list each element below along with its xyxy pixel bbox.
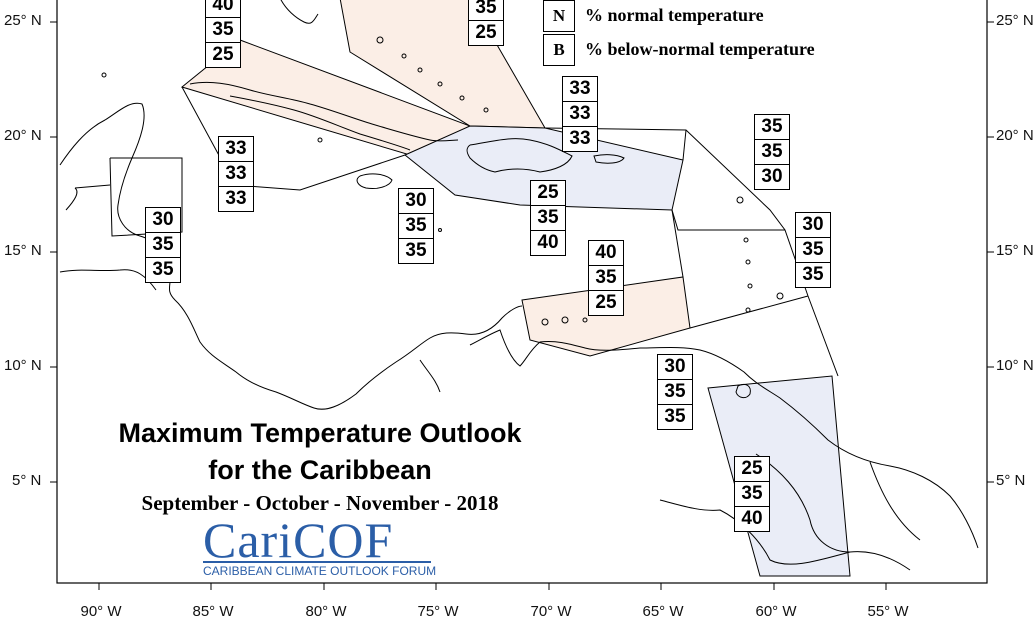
lon-label-65: 65° W (642, 603, 684, 620)
lat-label-20: 20° N (4, 127, 42, 144)
prob-box-windward-islands: 30 35 35 (795, 212, 831, 288)
prob-box-trinidad: 30 35 35 (657, 354, 693, 430)
prob-value: 33 (219, 161, 253, 186)
prob-value: 35 (658, 379, 692, 404)
map-subtitle: September - October - November - 2018 (141, 491, 499, 515)
prob-value: 25 (589, 290, 623, 315)
prob-value: 30 (405, 190, 427, 211)
lat-label-25: 25° N (4, 12, 42, 29)
prob-value: 33 (569, 78, 591, 99)
prob-box-abc-islands: 40 35 25 (588, 240, 624, 316)
prob-value: 25 (206, 42, 240, 67)
prob-value: 25 (469, 20, 503, 45)
prob-box-bahamas: 35 25 (468, 0, 504, 46)
prob-value: 35 (761, 116, 783, 137)
lat-label-10: 10° N (4, 357, 42, 374)
prob-box-leeward-islands: 35 35 30 (754, 114, 790, 190)
prob-value: 35 (399, 238, 433, 263)
prob-value: 33 (563, 126, 597, 151)
prob-value: 40 (531, 230, 565, 255)
legend-key-normal: N (543, 0, 575, 32)
lon-label-80: 80° W (305, 603, 347, 620)
caricof-logo: CariCOF (203, 512, 394, 568)
prob-value: 30 (755, 164, 789, 189)
lon-label-75: 75° W (417, 603, 459, 620)
prob-value: 40 (212, 0, 234, 15)
lon-label-55: 55° W (867, 603, 909, 620)
region-abc-islands (521, 276, 691, 357)
prob-value: 35 (796, 237, 830, 262)
map-title: Maximum Temperature Outlook (118, 418, 522, 448)
lon-label-60: 60° W (755, 603, 797, 620)
prob-box-belize: 30 35 35 (145, 207, 181, 283)
prob-box-northwest-top: 40 35 25 (205, 0, 241, 68)
legend-key-below: B (543, 34, 575, 66)
small-islands (101, 36, 784, 326)
map-title-line2: for the Caribbean (208, 455, 432, 485)
region-guianas (707, 375, 851, 577)
lon-label-85: 85° W (192, 603, 234, 620)
legend-text-below: % below-normal temperature (585, 39, 815, 59)
prob-box-guianas: 25 35 40 (734, 456, 770, 532)
prob-value: 35 (755, 139, 789, 164)
lat-label-25-right: 25° N (996, 12, 1034, 29)
region-hispaniola (404, 125, 684, 211)
prob-box-turks-caicos: 33 33 33 (562, 76, 598, 152)
prob-value: 35 (796, 262, 830, 287)
lon-label-70: 70° W (530, 603, 572, 620)
legend-text-normal: % normal temperature (585, 5, 764, 25)
lat-label-5: 5° N (12, 472, 42, 489)
map-border (56, 0, 988, 584)
lat-label-20-right: 20° N (996, 127, 1034, 144)
lat-label-10-right: 10° N (996, 357, 1034, 374)
lat-label-15: 15° N (4, 242, 42, 259)
prob-value: 33 (563, 101, 597, 126)
prob-value: 40 (595, 242, 617, 263)
prob-value: 35 (146, 257, 180, 282)
prob-box-jamaica: 30 35 35 (398, 188, 434, 264)
prob-value: 35 (589, 265, 623, 290)
lat-label-15-right: 15° N (996, 242, 1034, 259)
prob-value: 30 (802, 214, 824, 235)
frame-ticks (50, 21, 994, 590)
prob-box-west-caribbean: 33 33 33 (218, 136, 254, 212)
prob-value: 35 (531, 205, 565, 230)
prob-value: 35 (206, 17, 240, 42)
prob-value: 35 (146, 232, 180, 257)
lat-label-5-right: 5° N (996, 472, 1026, 489)
prob-value: 30 (664, 356, 686, 377)
prob-value: 40 (735, 506, 769, 531)
prob-value: 35 (658, 404, 692, 429)
prob-value: 35 (475, 0, 497, 18)
prob-value: 35 (735, 481, 769, 506)
prob-value: 33 (219, 186, 253, 211)
prob-value: 25 (537, 182, 559, 203)
prob-value: 30 (152, 209, 174, 230)
prob-value: 35 (399, 213, 433, 238)
prob-value: 33 (225, 138, 247, 159)
caricof-logo-tagline: CARIBBEAN CLIMATE OUTLOOK FORUM (203, 564, 437, 578)
prob-value: 25 (741, 458, 763, 479)
lon-label-90: 90° W (80, 603, 122, 620)
logo-divider (203, 561, 431, 563)
prob-box-hispaniola: 25 35 40 (530, 180, 566, 256)
